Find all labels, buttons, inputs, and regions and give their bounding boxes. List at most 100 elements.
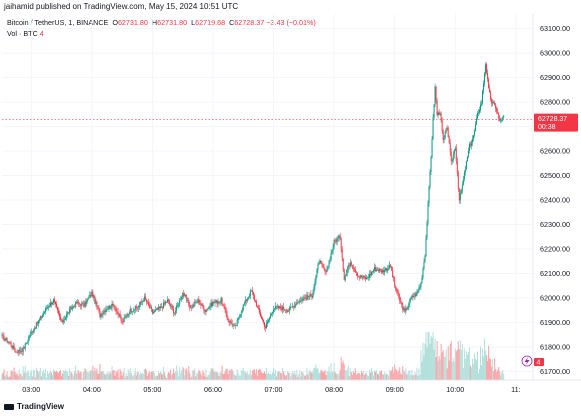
tradingview-logo[interactable]: TradingView — [4, 402, 64, 411]
volume-bar — [213, 371, 215, 380]
candle-body — [414, 293, 416, 297]
volume-bar — [475, 360, 477, 380]
volume-bar — [279, 371, 281, 380]
candle-body — [214, 302, 216, 303]
candle-body — [260, 316, 262, 319]
volume-bar — [462, 367, 464, 380]
volume-bar — [232, 371, 234, 380]
volume-bar — [427, 332, 429, 380]
volume-bar — [430, 335, 432, 380]
candle-body — [192, 304, 194, 309]
candle-body — [386, 268, 388, 271]
volume-bar — [120, 371, 122, 380]
volume-bar — [112, 370, 114, 380]
candle-body — [30, 331, 32, 334]
candle-body — [422, 269, 424, 278]
volume-bar — [107, 371, 109, 380]
candle-body — [50, 302, 52, 305]
volume-bar — [72, 373, 74, 380]
candle-body — [481, 103, 483, 105]
candle-body — [229, 321, 231, 323]
candle-body — [86, 300, 88, 305]
volume-bar — [486, 354, 488, 380]
candle-body — [242, 304, 244, 310]
high-value: 62731.80 — [157, 18, 188, 27]
candle-body — [258, 308, 260, 313]
volume-bar — [158, 373, 160, 380]
volume-bar — [190, 377, 192, 380]
volume-bar — [227, 374, 229, 380]
candle-body — [150, 307, 152, 310]
volume-bar — [245, 373, 247, 380]
volume-bar — [222, 374, 224, 380]
candle-body — [445, 128, 447, 132]
volume-bar — [34, 377, 36, 380]
candle-body — [6, 338, 8, 343]
volume-bar — [33, 370, 35, 380]
candle-body — [297, 302, 299, 304]
candle-body — [67, 312, 69, 315]
volume-bar — [165, 375, 167, 380]
candle-body — [131, 311, 133, 313]
volume-bar — [139, 372, 141, 380]
candle-body — [145, 299, 147, 302]
volume-bar — [166, 377, 168, 380]
candle-body — [311, 295, 313, 298]
volume-bar — [164, 372, 166, 380]
volume-bar — [62, 373, 64, 380]
candle-body — [302, 298, 304, 301]
volume-bar — [444, 357, 446, 380]
volume-bar — [167, 373, 169, 380]
lightning-icon[interactable] — [521, 355, 533, 367]
volume-label[interactable]: Vol · BTC — [7, 29, 38, 38]
volume-bar — [173, 368, 175, 380]
candle-body — [234, 324, 236, 326]
candle-body — [347, 265, 349, 270]
volume-bar — [425, 332, 427, 380]
candle-body — [351, 265, 353, 267]
volume-bar — [1, 374, 3, 380]
candle-body — [477, 112, 479, 114]
volume-bar — [471, 358, 473, 380]
candle-body — [307, 295, 309, 298]
candle-body — [488, 79, 490, 89]
price-chart[interactable]: 63100.0063000.0062900.0062800.0062700.00… — [0, 14, 581, 396]
volume-bar — [283, 371, 285, 380]
candle-body — [161, 306, 163, 308]
candle-body — [408, 303, 410, 307]
candle-body — [123, 317, 125, 322]
candle-body — [411, 295, 413, 298]
candle-body — [238, 316, 240, 318]
volume-bar — [49, 370, 51, 380]
candle-body — [143, 296, 145, 302]
volume-bar — [31, 376, 33, 380]
candle-body — [354, 269, 356, 273]
volume-bar — [178, 376, 180, 380]
candle-body — [171, 305, 173, 307]
candle-body — [388, 268, 390, 270]
time-axis[interactable]: 03:00 04:00 05:00 06:00 07:00 08:00 09:00 10:00… — [22, 385, 520, 394]
candle-body — [108, 306, 110, 309]
volume-bar — [370, 368, 372, 380]
volume-bar — [465, 351, 467, 380]
volume-bar — [209, 372, 211, 380]
candle-body — [99, 311, 101, 317]
volume-bar — [119, 369, 121, 380]
candle-body — [46, 307, 48, 309]
price-tick-label: 62900.00 — [540, 73, 570, 82]
candle-body — [322, 264, 324, 267]
volume-bar — [146, 376, 148, 380]
symbol-name[interactable]: Bitcoin / TetherUS, 1, BINANCE — [7, 18, 109, 27]
volume-badge-value: 4 — [537, 360, 541, 367]
candle-body — [209, 306, 211, 308]
price-axis[interactable]: 63100.0063000.0062900.0062800.0062700.00… — [540, 24, 570, 376]
volume-bar — [495, 368, 497, 380]
volume-bar — [326, 371, 328, 380]
last-price-value: 62728.37 — [538, 116, 567, 123]
volume-bar — [77, 370, 79, 380]
candle-body — [251, 290, 253, 293]
candle-body — [231, 323, 233, 326]
volume-bar — [399, 367, 401, 380]
candle-body — [457, 173, 459, 189]
volume-bar — [55, 372, 57, 380]
